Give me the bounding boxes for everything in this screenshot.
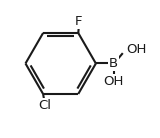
- Text: B: B: [109, 57, 118, 70]
- Text: Cl: Cl: [38, 99, 51, 112]
- Text: OH: OH: [126, 43, 147, 56]
- Text: F: F: [75, 15, 83, 28]
- Text: OH: OH: [104, 75, 124, 88]
